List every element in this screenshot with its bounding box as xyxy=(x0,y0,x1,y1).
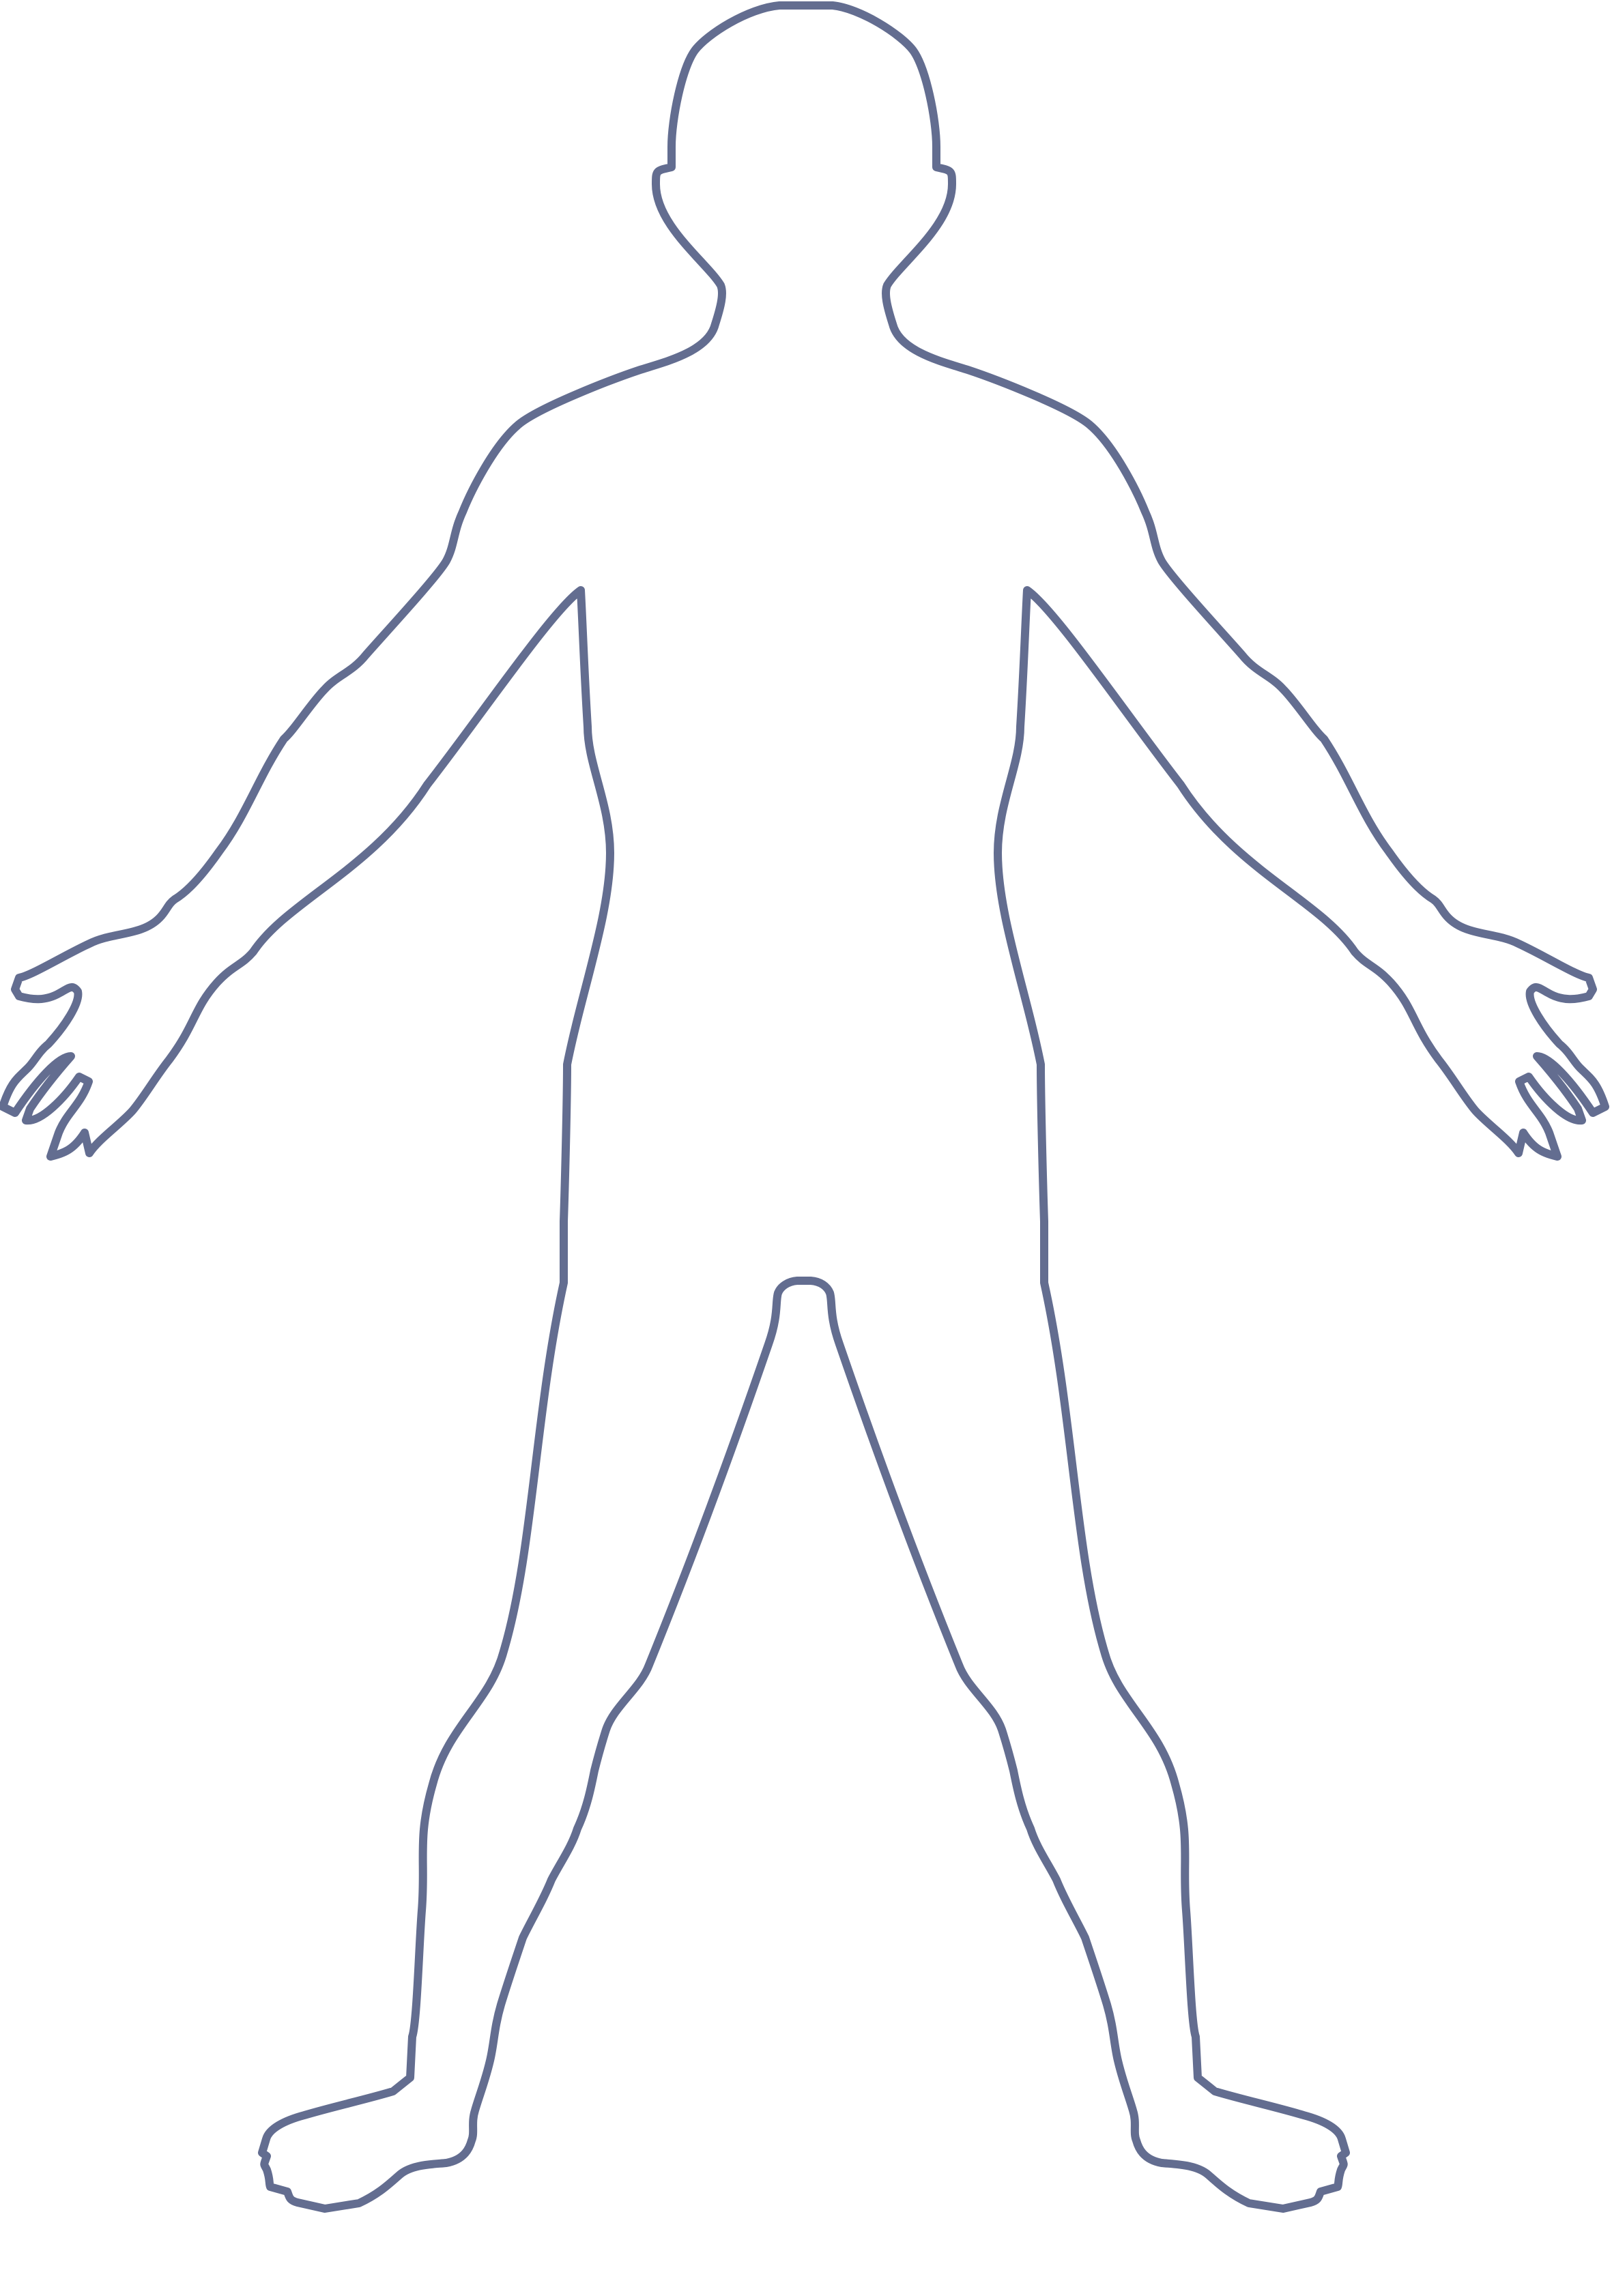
human-body-outline xyxy=(0,1,1609,2213)
